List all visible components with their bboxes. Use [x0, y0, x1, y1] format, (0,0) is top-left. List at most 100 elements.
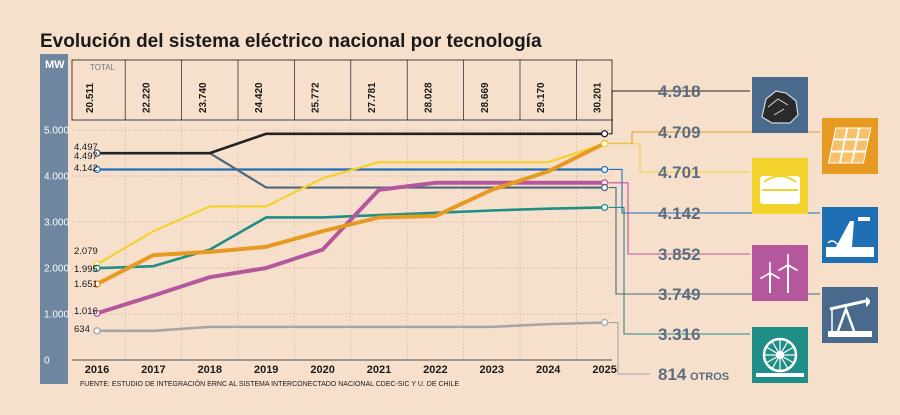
oil-pump-icon: [822, 287, 878, 343]
end-value-label: 4.142: [658, 204, 701, 223]
turbine-blade: [760, 272, 771, 280]
y-tick-label: 2.000: [44, 264, 69, 275]
connector-line: [608, 143, 750, 173]
solar-panel-icon: [822, 118, 878, 174]
total-value: 22.220: [141, 82, 152, 113]
connector-line: [608, 186, 820, 295]
end-value-label: 4.709: [658, 123, 701, 142]
solar-cell: [830, 139, 845, 152]
solar-cell: [842, 139, 857, 152]
connector-line: [608, 322, 650, 375]
start-value-label: 1.016: [74, 306, 98, 317]
series-line: [95, 321, 606, 333]
total-value: 28.028: [423, 82, 434, 113]
end-value-label: 3.852: [658, 245, 701, 264]
y-tick-label: 5.000: [44, 126, 69, 137]
x-tick-label: 2018: [198, 364, 222, 376]
y-axis-unit: MW: [45, 59, 65, 71]
end-marker: [600, 318, 609, 327]
series-line: [95, 180, 607, 316]
totals-strip: TOTAL 20.511 22.220 23.740 24.420 25.772 27.7…: [71, 59, 613, 121]
x-tick-label: 2024: [536, 364, 561, 376]
total-value: 29.170: [536, 82, 547, 113]
pump-beam: [829, 299, 867, 311]
solar-cell: [827, 151, 843, 164]
total-value: 30.201: [593, 82, 604, 113]
start-marker: [93, 264, 101, 272]
connector-line: [608, 206, 750, 335]
start-marker: [93, 280, 101, 288]
connector-line: [608, 131, 820, 144]
y-tick-label: 0: [44, 356, 50, 367]
end-marker: [600, 203, 609, 212]
start-value-label: 4.142: [74, 163, 98, 174]
total-value: 20.511: [85, 83, 96, 113]
series-line: [95, 142, 606, 266]
start-value-label: 4.497: [74, 142, 98, 153]
dam-wall: [836, 221, 854, 247]
end-value-labels: 4.918 4.709 4.701 4.142 3.852 3.749 3.316 814 OT…: [658, 82, 729, 384]
tank-dome: [763, 175, 797, 183]
start-marker: [93, 309, 101, 317]
solar-cell: [851, 151, 867, 164]
turbine-hub: [776, 351, 784, 359]
x-tick-label: 2020: [310, 364, 334, 376]
water-wave: [827, 240, 845, 246]
total-value: 24.420: [254, 82, 265, 113]
series-line: [95, 132, 606, 155]
technology-icons: [752, 77, 878, 383]
biomass-storage-icon: [752, 158, 808, 214]
turbine-blade: [769, 272, 780, 280]
x-tick-label: 2023: [480, 364, 504, 376]
total-value: 27.781: [367, 82, 378, 113]
solar-cell: [854, 139, 869, 152]
connector-line: [608, 182, 750, 255]
start-value-labels: 4.497 1.651 2.079 4.142 1.016 4.497 1.995 634: [74, 142, 98, 335]
series-line: [95, 206, 606, 270]
end-value-label: 814: [658, 365, 687, 384]
turbine-blade: [787, 264, 798, 272]
end-marker: [600, 130, 609, 138]
start-value-label: 1.995: [74, 264, 98, 275]
totals-label: TOTAL: [90, 63, 116, 72]
y-tick-label: 1.000: [44, 310, 69, 321]
end-marker: [600, 165, 609, 174]
x-tick-label: 2022: [423, 364, 447, 376]
series-lines: [93, 130, 609, 335]
gridlines: [72, 120, 612, 361]
start-value-label: 2.079: [74, 246, 98, 257]
end-marker: [600, 183, 609, 192]
end-value-label: 4.918: [658, 82, 701, 101]
turbine-base: [756, 373, 804, 377]
y-tick-label: 3.000: [44, 218, 69, 229]
coal-lump: [761, 90, 799, 124]
end-marker: [600, 140, 609, 148]
y-tick-label: 4.000: [44, 172, 69, 183]
pump-head: [866, 297, 870, 307]
total-value: 23.740: [198, 82, 209, 113]
geothermal-turbine-icon: [752, 327, 808, 383]
x-tick-label: 2019: [254, 364, 278, 376]
icon-box: [752, 245, 808, 301]
start-value-label: 4.497: [74, 151, 98, 162]
solar-cell: [832, 127, 848, 140]
solar-cell: [839, 151, 855, 164]
series-line: [95, 141, 607, 287]
pump-frame: [836, 305, 856, 332]
x-tick-label: 2017: [141, 364, 165, 376]
solar-cell: [856, 127, 872, 140]
end-value-label: 3.316: [658, 325, 701, 344]
start-marker: [93, 327, 101, 335]
connector-line: [608, 90, 750, 135]
end-value-label: 3.749: [658, 285, 701, 304]
coal-facets: [767, 98, 789, 116]
pump-base: [828, 331, 872, 337]
dam-gate: [858, 217, 870, 221]
water: [826, 247, 874, 257]
wind-turbine-icon: [752, 245, 808, 301]
start-marker: [93, 149, 101, 157]
y-axis-band: [40, 54, 68, 384]
start-marker: [93, 165, 101, 174]
total-value: 25.772: [311, 82, 322, 113]
